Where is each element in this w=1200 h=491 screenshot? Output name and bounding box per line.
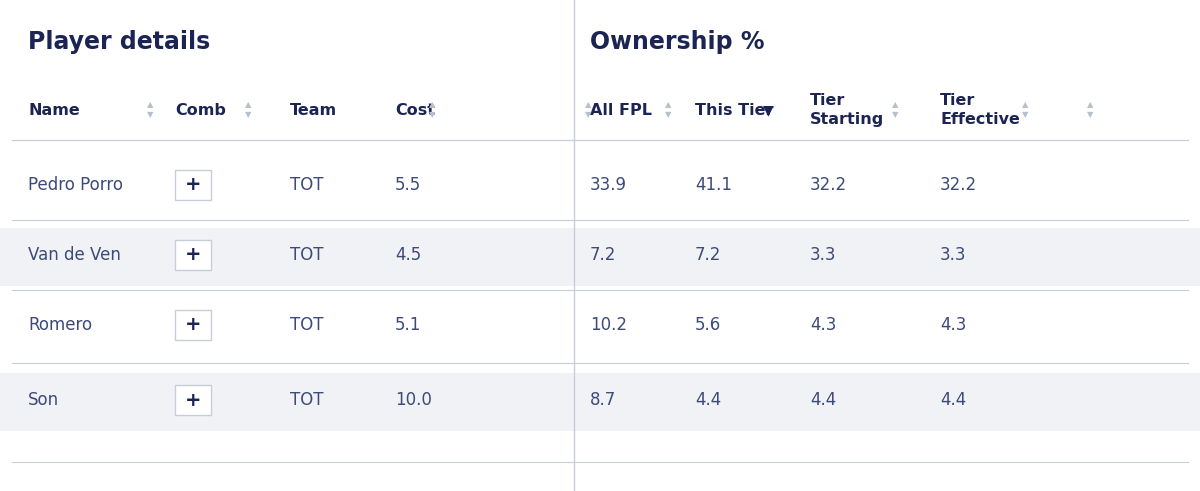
Text: 3.3: 3.3: [810, 246, 836, 264]
Text: ▼: ▼: [1087, 110, 1093, 119]
Text: ▼: ▼: [428, 110, 436, 119]
Text: ▼: ▼: [665, 110, 671, 119]
Text: 32.2: 32.2: [810, 176, 847, 194]
Text: ▲: ▲: [892, 101, 899, 109]
Text: This Tier: This Tier: [695, 103, 774, 117]
Text: ▼: ▼: [763, 103, 773, 117]
Bar: [0, 373, 1200, 431]
Text: Tier
Effective: Tier Effective: [940, 93, 1020, 127]
Text: 33.9: 33.9: [590, 176, 628, 194]
Text: ▼: ▼: [1021, 110, 1028, 119]
Text: All FPL: All FPL: [590, 103, 652, 117]
Text: TOT: TOT: [290, 246, 324, 264]
Text: ▼: ▼: [245, 110, 251, 119]
Text: +: +: [185, 390, 202, 409]
Text: 4.4: 4.4: [695, 391, 721, 409]
Text: 10.2: 10.2: [590, 316, 628, 334]
Text: 4.4: 4.4: [940, 391, 966, 409]
Text: Comb: Comb: [175, 103, 226, 117]
Text: Cost: Cost: [395, 103, 436, 117]
FancyBboxPatch shape: [175, 170, 211, 200]
Text: Van de Ven: Van de Ven: [28, 246, 121, 264]
Text: ▲: ▲: [586, 101, 592, 109]
Text: TOT: TOT: [290, 176, 324, 194]
Text: ▲: ▲: [665, 101, 671, 109]
Text: Pedro Porro: Pedro Porro: [28, 176, 124, 194]
Text: 4.3: 4.3: [940, 316, 966, 334]
Text: 4.3: 4.3: [810, 316, 836, 334]
Text: +: +: [185, 316, 202, 334]
Text: 8.7: 8.7: [590, 391, 617, 409]
Text: ▼: ▼: [146, 110, 154, 119]
Text: ▲: ▲: [146, 101, 154, 109]
Text: 5.5: 5.5: [395, 176, 421, 194]
Text: ▼: ▼: [892, 110, 899, 119]
FancyBboxPatch shape: [175, 385, 211, 415]
Text: 7.2: 7.2: [695, 246, 721, 264]
Bar: [0, 298, 1200, 356]
Text: 5.6: 5.6: [695, 316, 721, 334]
FancyBboxPatch shape: [175, 310, 211, 340]
Text: ▼: ▼: [586, 110, 592, 119]
Text: Ownership %: Ownership %: [590, 30, 764, 54]
Text: 4.4: 4.4: [810, 391, 836, 409]
Text: ▲: ▲: [245, 101, 251, 109]
Bar: [0, 158, 1200, 216]
Text: 32.2: 32.2: [940, 176, 977, 194]
Text: Tier
Starting: Tier Starting: [810, 93, 884, 127]
Text: 5.1: 5.1: [395, 316, 421, 334]
Text: Son: Son: [28, 391, 59, 409]
Text: 4.5: 4.5: [395, 246, 421, 264]
FancyBboxPatch shape: [175, 240, 211, 270]
Text: 7.2: 7.2: [590, 246, 617, 264]
Text: ▲: ▲: [1087, 101, 1093, 109]
Text: TOT: TOT: [290, 316, 324, 334]
Text: 3.3: 3.3: [940, 246, 966, 264]
Text: Name: Name: [28, 103, 79, 117]
Text: Player details: Player details: [28, 30, 210, 54]
Bar: [0, 228, 1200, 286]
Text: Team: Team: [290, 103, 337, 117]
Text: 41.1: 41.1: [695, 176, 732, 194]
Text: ▲: ▲: [1021, 101, 1028, 109]
Text: Romero: Romero: [28, 316, 92, 334]
Text: TOT: TOT: [290, 391, 324, 409]
Text: +: +: [185, 175, 202, 194]
Text: 10.0: 10.0: [395, 391, 432, 409]
Text: ▲: ▲: [428, 101, 436, 109]
Text: +: +: [185, 246, 202, 265]
